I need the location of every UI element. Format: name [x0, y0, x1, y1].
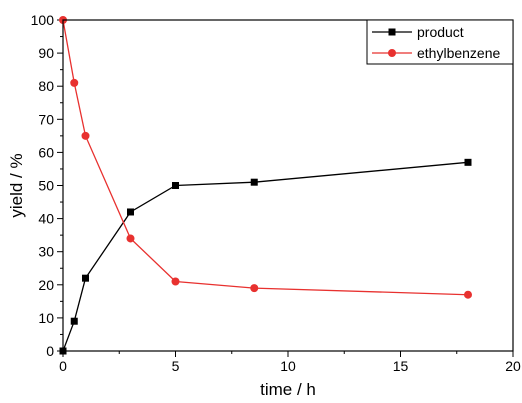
x-tick-label: 5: [172, 358, 180, 374]
y-tick-label: 90: [38, 45, 54, 61]
x-axis-title: time / h: [260, 380, 316, 399]
legend-marker-product: [388, 28, 396, 36]
y-tick-label: 70: [38, 111, 54, 127]
data-point-ethylbenzene: [70, 78, 79, 87]
x-tick-label: 10: [280, 358, 296, 374]
y-tick-label: 0: [46, 343, 54, 359]
data-point-product: [172, 182, 179, 189]
y-tick-label: 40: [38, 211, 54, 227]
data-point-ethylbenzene: [464, 290, 472, 299]
legend-label-ethylbenzene: ethylbenzene: [417, 45, 501, 61]
series-layer: [59, 16, 472, 355]
data-point-product: [127, 208, 134, 216]
data-point-product: [82, 274, 89, 282]
legend-label-product: product: [417, 24, 464, 40]
legend-entry-product: product: [372, 24, 464, 40]
y-tick-label: 10: [38, 310, 54, 326]
data-point-ethylbenzene: [250, 284, 259, 293]
data-point-ethylbenzene: [126, 234, 135, 243]
legend-circle-icon: [388, 49, 396, 57]
y-tick-label: 20: [38, 277, 54, 293]
y-axis-title: yield / %: [7, 153, 26, 217]
y-tick-label: 100: [31, 12, 55, 28]
legend-entry-ethylbenzene: ethylbenzene: [372, 45, 501, 61]
y-tick-label: 50: [38, 178, 54, 194]
plot-border: [62, 19, 514, 352]
series-product: [59, 158, 472, 355]
y-tick-label: 30: [38, 244, 54, 260]
data-point-ethylbenzene: [171, 277, 180, 286]
y-tick-label: 60: [38, 144, 54, 160]
legend-square-icon: [388, 28, 396, 36]
legend-marker-ethylbenzene: [388, 49, 396, 57]
data-point-product: [70, 317, 78, 325]
axis-tick-labels: 0 5 10 15 20 0 10 20 30 40 50 60 70 80 90 100: [31, 12, 521, 374]
x-tick-label: 0: [59, 358, 67, 374]
data-point-product: [250, 178, 258, 186]
plot-frame: [62, 19, 514, 352]
series-ethylbenzene: [59, 16, 472, 299]
data-point-ethylbenzene: [81, 131, 90, 140]
series-line-product: [62, 161, 469, 352]
x-tick-label: 20: [505, 358, 521, 374]
axis-ticks: [57, 19, 514, 357]
data-point-product: [464, 158, 472, 166]
x-tick-label: 15: [393, 358, 409, 374]
legend: product ethylbenzene: [366, 19, 514, 65]
y-tick-label: 80: [38, 78, 54, 94]
